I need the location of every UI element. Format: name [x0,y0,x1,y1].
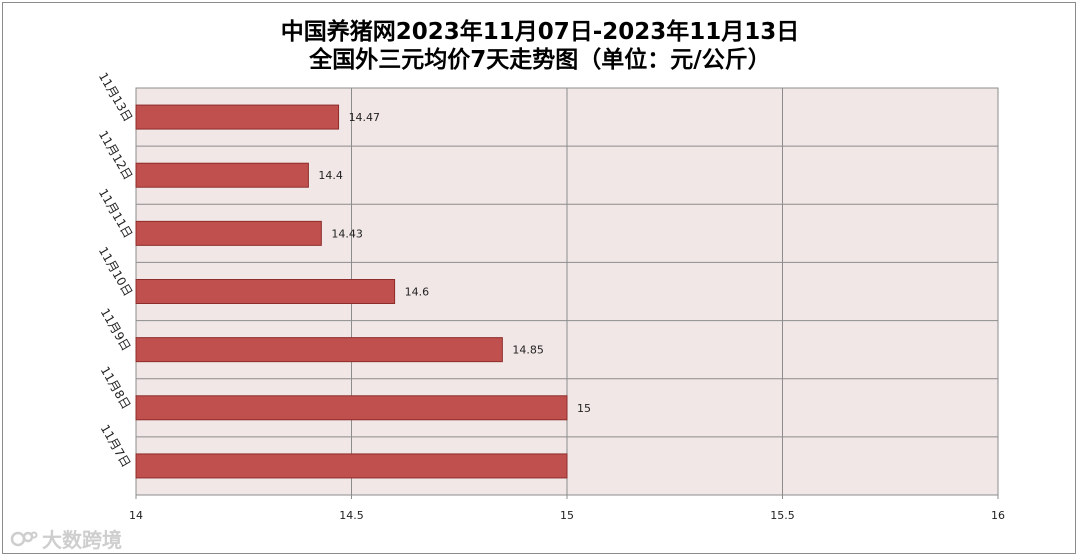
data-label: 14.47 [349,111,381,124]
bar [135,279,396,304]
chart-subtitle: 全国外三元均价7天走势图（单位：元/公斤） [309,47,771,73]
y-category-label: 11月10日 [96,244,135,298]
x-tick-label: 14.5 [339,509,364,522]
data-label: 14.85 [512,344,544,357]
x-tick-label: 16 [991,509,1005,522]
bar [135,395,568,421]
bar [135,337,503,363]
watermark-logo-icon [10,531,38,546]
bar [135,104,340,130]
bar [135,162,309,188]
data-label: 15 [577,402,591,415]
watermark-text: 大数跨境 [42,528,122,552]
data-label: 14.4 [318,169,343,182]
x-tick-label: 15 [560,509,574,522]
y-category-label: 11月13日 [96,70,135,124]
y-category-label: 11月11日 [96,186,135,240]
bar [135,220,322,246]
y-category-label: 11月7日 [98,422,134,470]
x-tick-label: 15.5 [770,509,795,522]
watermark: 大数跨境 [10,524,122,553]
y-category-label: 11月9日 [98,306,134,354]
chart-title: 中国养猪网2023年11月07日-2023年11月13日 [280,19,800,45]
data-label: 14.43 [331,227,363,240]
data-label: 14.6 [405,286,430,299]
y-category-label: 11月8日 [98,364,134,412]
bar [135,453,568,479]
x-tick-label: 14 [129,509,143,522]
y-category-label: 11月12日 [96,128,135,182]
